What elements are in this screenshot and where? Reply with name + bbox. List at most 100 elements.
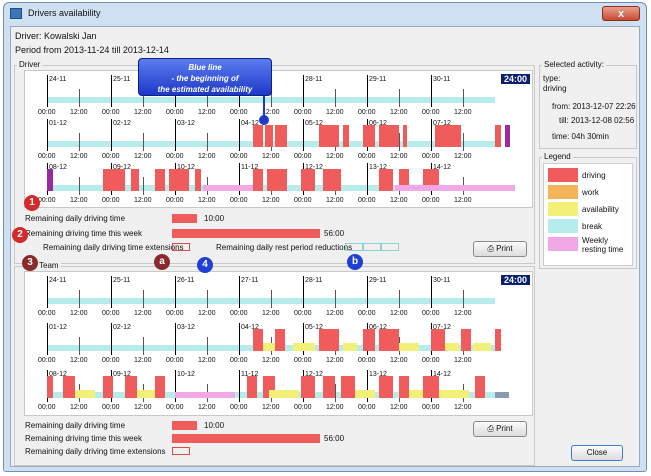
driving-block[interactable] [319,329,339,351]
team-day-label: 25-11 [113,277,131,284]
driving-block[interactable] [323,169,341,191]
driver-day-label: 12-12 [305,164,323,171]
driving-block[interactable] [63,376,75,398]
driver-noon-tick [271,89,272,107]
driving-block[interactable] [301,376,315,398]
team-noon-tick [271,290,272,308]
availability-block[interactable] [473,343,491,351]
driver-time-label: 00:00 [294,197,312,204]
availability-block[interactable] [399,343,419,351]
availability-block[interactable] [263,343,275,351]
driving-block[interactable] [155,376,165,398]
driving-block[interactable] [475,376,485,398]
driving-block[interactable] [341,376,355,398]
driver-time-label: 00:00 [38,153,56,160]
driving-block[interactable] [319,125,339,147]
close-button[interactable]: Close [571,445,623,461]
driving-block[interactable] [431,329,445,351]
driving-block[interactable] [461,329,471,351]
driving-block[interactable] [379,376,393,398]
team-timeline[interactable]: 24:00 24-11 00:00 12:00 25-11 00:00 12:00 26-1… [24,271,533,416]
driving-block[interactable] [169,169,189,191]
team-time-label: 12:00 [70,310,88,317]
availability-block[interactable] [409,390,423,398]
driving-block[interactable] [379,125,399,147]
driving-block[interactable] [253,329,263,351]
driver-clock: 24:00 [500,74,530,84]
driver-day-label: 28-11 [305,76,323,83]
driver-print-button[interactable]: ⎙ Print [473,241,527,257]
driving-block[interactable] [323,376,335,398]
driving-block[interactable] [435,125,461,147]
legend-panel: driving work availability break Weekly r… [543,163,633,266]
team-time-label: 12:00 [390,357,408,364]
driver-day-divider [47,119,48,151]
driving-block[interactable] [103,169,125,191]
driver-timeline[interactable]: 24:00 24-1100:0012:0025-1100:0012:0026-1… [24,70,533,208]
team-day-divider [239,370,240,402]
driver-noon-tick [79,89,80,107]
availability-block[interactable] [75,390,95,398]
driver-weekly-bar [172,229,320,238]
driving-block[interactable] [495,125,501,147]
driving-block[interactable] [47,376,53,398]
driving-block[interactable] [275,125,287,147]
driving-block[interactable] [403,125,407,147]
period-range: Period from 2013-11-24 till 2013-12-14 [15,45,169,55]
driver-time-label: 12:00 [326,109,344,116]
legend-label-weekly-rest: Weekly resting time [582,236,624,254]
availability-block[interactable] [445,343,459,351]
availability-block[interactable] [439,390,469,398]
driver-day-divider [303,75,304,107]
legend-label-availability: availability [582,205,619,214]
driving-block[interactable] [253,169,263,191]
team-time-label: 00:00 [358,404,376,411]
driving-block[interactable] [125,376,137,398]
driving-block[interactable] [265,125,273,147]
driving-block[interactable] [363,329,375,351]
driving-block[interactable] [399,169,409,191]
weekly-rest-block[interactable] [495,392,509,398]
team-day-label: 09-12 [113,371,131,378]
driving-block[interactable] [399,376,409,398]
driving-block[interactable] [103,376,113,398]
driver-daily-value: 10:00 [204,214,225,223]
driver-time-label: 00:00 [358,197,376,204]
driving-block[interactable] [495,329,501,351]
availability-block[interactable] [137,390,155,398]
driving-block[interactable] [379,169,393,191]
legend-label-break: break [582,222,603,231]
driving-block[interactable] [267,169,287,191]
driver-day-label: 14-12 [433,164,451,171]
weekly-rest-block[interactable] [203,185,253,191]
driving-block[interactable] [155,169,165,191]
availability-block[interactable] [355,390,375,398]
driving-block[interactable] [505,125,510,147]
window-close-button[interactable]: x [602,6,640,21]
driving-block[interactable] [195,169,201,191]
team-day-label: 26-11 [177,277,195,284]
weekly-rest-block[interactable] [395,185,515,191]
driving-block[interactable] [343,125,349,147]
driver-day-divider [367,163,368,195]
driver-time-label: 12:00 [390,197,408,204]
team-print-button[interactable]: ⎙ Print [473,421,527,437]
driving-block[interactable] [275,329,285,351]
availability-block[interactable] [343,343,357,351]
marker-a: a [154,254,170,270]
driving-block[interactable] [247,376,257,398]
driving-block[interactable] [47,169,53,191]
title-bar[interactable]: Drivers availability x [4,3,646,25]
weekly-rest-block[interactable] [175,392,235,398]
availability-block[interactable] [269,390,299,398]
driving-block[interactable] [253,125,263,147]
driver-name: Driver: Kowalski Jan [15,31,97,41]
driver-day-divider [111,119,112,151]
driving-block[interactable] [423,376,439,398]
driving-block[interactable] [379,329,399,351]
team-day-divider [367,370,368,402]
driving-block[interactable] [363,125,375,147]
availability-block[interactable] [293,343,315,351]
driving-block[interactable] [301,169,315,191]
driving-block[interactable] [131,169,139,191]
